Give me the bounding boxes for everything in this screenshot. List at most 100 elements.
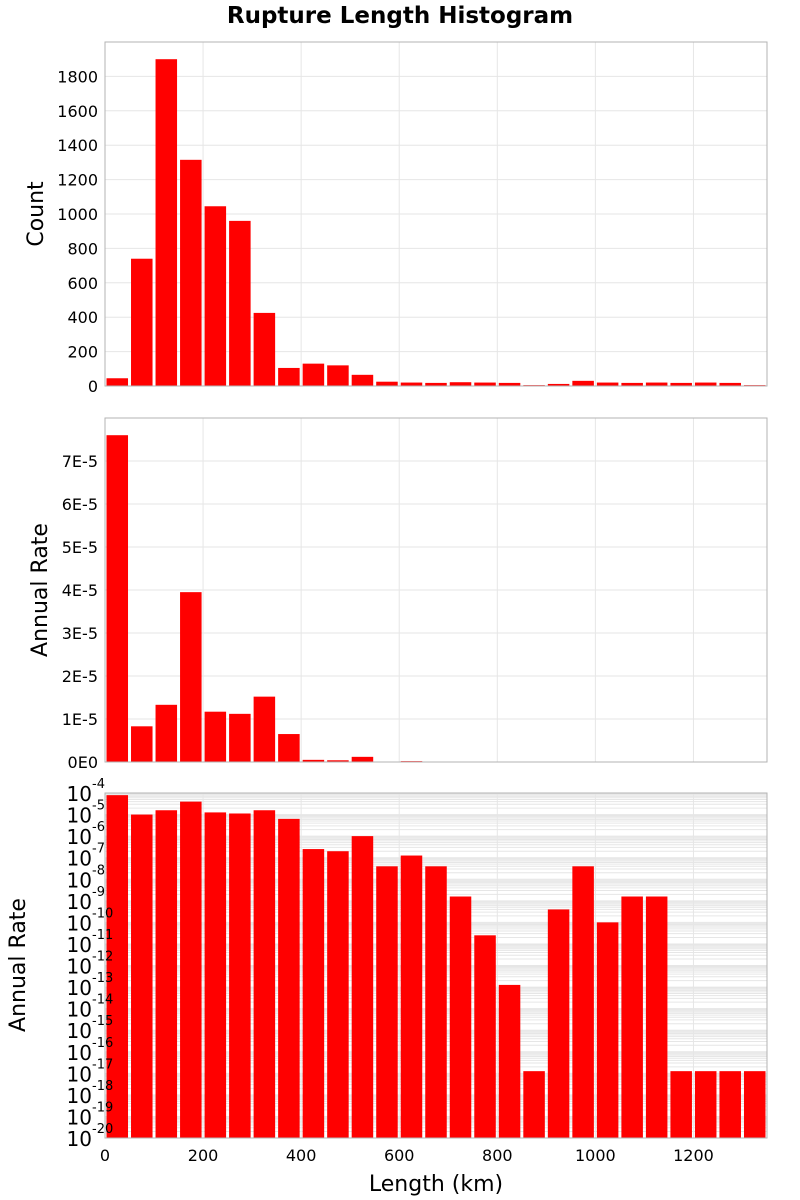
y-tick-label: 200 — [67, 343, 98, 362]
histogram-bar — [425, 866, 447, 1138]
chart-title: Rupture Length Histogram — [227, 3, 573, 29]
y-tick-label-exponent: -13 — [92, 971, 113, 986]
y-tick-label-base: 10 — [67, 1041, 92, 1065]
y-tick-label-exponent: -14 — [92, 993, 113, 1008]
y-tick-label-base: 10 — [67, 955, 92, 979]
y-tick-label-base: 10 — [67, 782, 92, 806]
histogram-bar — [302, 759, 325, 762]
count-panel: 0 200 400 600 800 1000 1200 1400 1600 1800 — [57, 41, 768, 396]
histogram-bar — [278, 367, 300, 386]
histogram-bar — [327, 851, 349, 1138]
y-tick-label-base: 10 — [67, 998, 92, 1022]
histogram-bar — [596, 382, 619, 386]
histogram-bar — [253, 810, 276, 1138]
y-tick-label: 3E-5 — [62, 624, 98, 643]
y-tick-label-exponent: -8 — [92, 863, 105, 878]
histogram-bar — [278, 734, 300, 762]
histogram-bar — [474, 935, 496, 1138]
histogram-bar — [253, 312, 276, 386]
x-tick-label: 200 — [188, 1146, 219, 1165]
y-tick-label-base: 10 — [67, 933, 92, 957]
annual-rate-linear-y-axis-label: Annual Rate — [28, 523, 53, 657]
plot-frame — [104, 41, 768, 387]
histogram-bar — [180, 592, 202, 762]
histogram-bar — [204, 206, 227, 386]
histogram-bar — [572, 866, 594, 1138]
histogram-bar — [547, 909, 570, 1138]
y-tick-label-base: 10 — [67, 1105, 92, 1129]
histogram-bar — [106, 795, 129, 1138]
y-tick-label: 400 — [67, 308, 98, 327]
x-tick-label: 400 — [286, 1146, 317, 1165]
histogram-bar — [376, 866, 398, 1138]
y-tick-label: 2E-5 — [62, 667, 98, 686]
histogram-bar — [400, 382, 423, 386]
histogram-bar — [351, 374, 374, 386]
y-tick-label-exponent: -17 — [92, 1057, 113, 1072]
y-tick-label-exponent: -12 — [92, 950, 113, 965]
histogram-bar — [621, 382, 643, 386]
histogram-bar — [204, 711, 227, 762]
histogram-bar — [621, 896, 643, 1138]
histogram-bar — [327, 365, 349, 386]
histogram-bar — [449, 896, 472, 1138]
x-tick-label: 0 — [100, 1146, 110, 1165]
y-tick-label: 5E-5 — [62, 538, 98, 557]
y-tick-label: 1000 — [57, 205, 98, 224]
y-tick-label-exponent: -16 — [92, 1036, 113, 1051]
plot-frame — [104, 417, 768, 763]
histogram-bar — [449, 382, 472, 386]
histogram-bar — [547, 383, 570, 386]
histogram-bar — [131, 258, 153, 386]
y-tick-label: 1600 — [57, 102, 98, 121]
y-tick-label: 600 — [67, 274, 98, 293]
y-tick-label-base: 10 — [67, 976, 92, 1000]
histogram-bar — [229, 220, 251, 386]
annual-rate-linear-panel: 0E0 1E-5 2E-5 3E-5 4E-5 5E-5 6E-5 7E-5 — [62, 417, 768, 772]
histogram-bar — [155, 59, 178, 386]
histogram-bar — [694, 382, 717, 386]
y-tick-label-exponent: -10 — [92, 906, 113, 921]
histogram-bar — [106, 378, 129, 386]
histogram-bar — [180, 801, 202, 1138]
y-tick-label: 0E0 — [68, 753, 98, 772]
annual-rate-log-y-axis-label: Annual Rate — [6, 898, 31, 1032]
histogram-bar — [670, 382, 692, 386]
y-tick-label: 7E-5 — [62, 452, 98, 471]
x-tick-label: 1200 — [673, 1146, 714, 1165]
histogram-bar — [155, 810, 178, 1138]
y-tick-label-exponent: -6 — [92, 820, 105, 835]
histogram-bar — [351, 836, 374, 1138]
histogram-bar — [131, 726, 153, 762]
y-tick-label-exponent: -18 — [92, 1079, 113, 1094]
histogram-bar — [253, 696, 276, 762]
histogram-bar — [645, 382, 668, 386]
histogram-bar — [229, 713, 251, 762]
y-tick-label: 1E-5 — [62, 710, 98, 729]
y-tick-label-exponent: -5 — [92, 799, 105, 814]
histogram-bar — [376, 381, 398, 386]
y-tick-label: 1400 — [57, 136, 98, 155]
histogram-bar — [523, 1071, 545, 1138]
histogram-bar — [743, 1071, 766, 1138]
y-tick-label-base: 10 — [67, 1127, 92, 1151]
histogram-bar — [596, 922, 619, 1138]
y-tick-label-base: 10 — [67, 1062, 92, 1086]
histogram-bar — [302, 363, 325, 386]
y-tick-label-base: 10 — [67, 890, 92, 914]
histogram-bar — [131, 814, 153, 1138]
histogram-bar — [670, 1071, 692, 1138]
count-panel-y-axis-label: Count — [24, 181, 49, 247]
y-tick-label-base: 10 — [67, 911, 92, 935]
histogram-bar — [719, 1071, 741, 1138]
y-tick-label-exponent: -15 — [92, 1014, 113, 1029]
histogram-bar — [351, 756, 374, 762]
y-tick-label-base: 10 — [67, 847, 92, 871]
histogram-bar — [204, 812, 227, 1138]
histogram-bar — [106, 435, 129, 762]
y-tick-label-exponent: -11 — [92, 928, 113, 943]
y-tick-label-exponent: -4 — [92, 777, 105, 792]
plot-frame — [104, 792, 768, 1139]
